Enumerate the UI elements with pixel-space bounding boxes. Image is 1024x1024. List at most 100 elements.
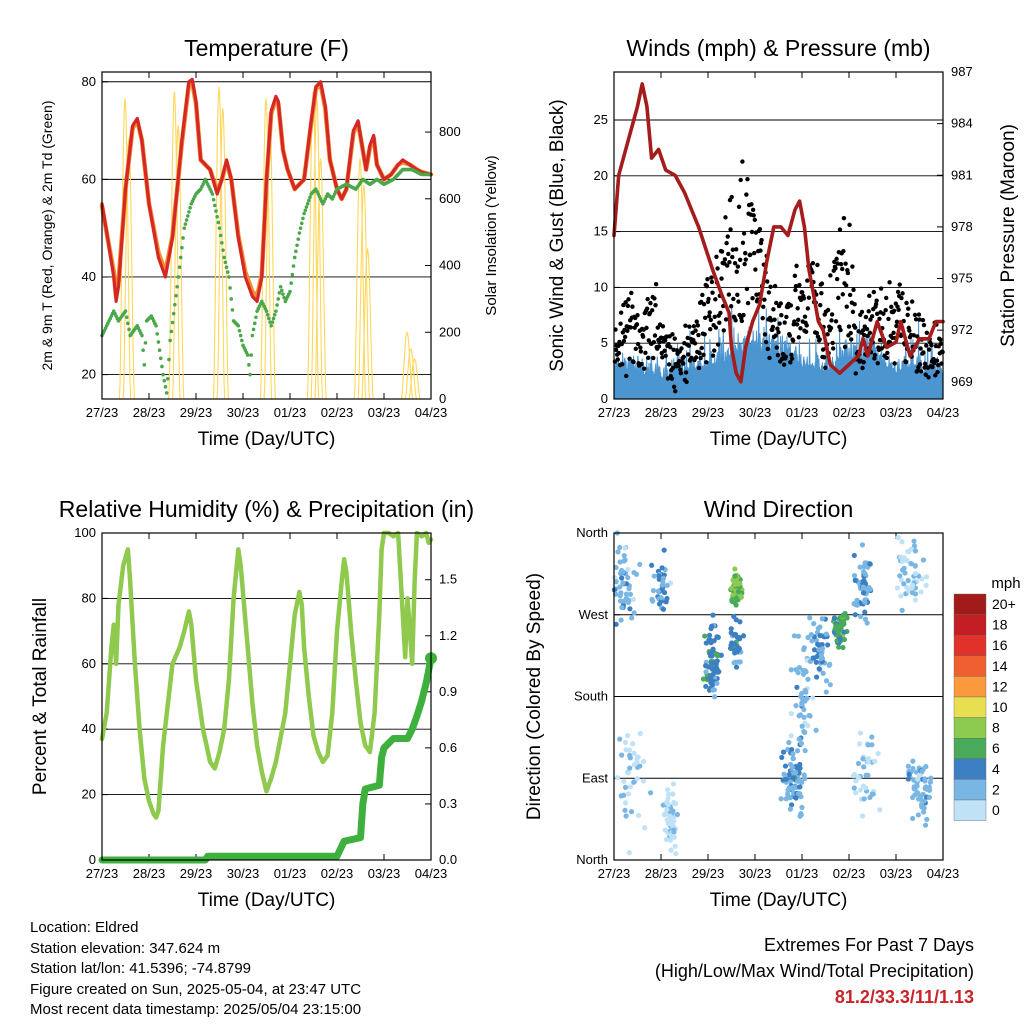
gust-point	[750, 207, 756, 212]
direction-point	[805, 676, 811, 682]
gust-point	[686, 352, 691, 357]
direction-point	[800, 671, 807, 677]
gust-point	[621, 338, 627, 344]
recent-data-text: Most recent data timestamp: 2025/05/04 2…	[30, 1001, 362, 1018]
direction-point	[922, 822, 929, 828]
direction-point	[622, 545, 628, 551]
direction-point	[640, 758, 647, 765]
gust-point	[891, 308, 897, 314]
direction-point	[738, 594, 744, 600]
dewpoint-point	[210, 192, 215, 196]
gust-point	[926, 347, 932, 352]
gust-point	[920, 317, 926, 323]
direction-point	[778, 796, 784, 802]
direction-point	[899, 539, 905, 545]
direction-point	[851, 552, 857, 559]
dewpoint-point	[141, 348, 145, 352]
direction-point	[823, 689, 829, 695]
direction-point	[910, 758, 916, 764]
solar-series	[168, 91, 181, 400]
dewpoint-point	[267, 316, 271, 321]
gust-point	[728, 304, 734, 309]
gust-point	[840, 292, 845, 297]
gust-point	[873, 301, 879, 307]
direction-point	[862, 609, 868, 615]
gust-point	[899, 295, 904, 301]
gust-point	[762, 332, 768, 337]
dewpoint-point	[271, 316, 276, 321]
direction-point	[788, 733, 794, 739]
chart-title: Relative Humidity (%) & Precipitation (i…	[59, 496, 474, 522]
dewpoint-point	[270, 320, 275, 324]
dewpoint-point	[163, 384, 168, 389]
direction-point	[659, 565, 665, 571]
direction-point	[799, 723, 805, 729]
dewpoint-point	[175, 284, 179, 289]
direction-point	[627, 606, 633, 612]
x-tick-label: 01/23	[786, 866, 819, 881]
gust-point	[642, 366, 647, 371]
direction-point	[869, 742, 875, 748]
direction-point	[660, 606, 667, 612]
plot-area	[612, 82, 945, 400]
y2-axis-label: Station Pressure (Maroon)	[998, 124, 1019, 347]
gust-point	[702, 332, 707, 337]
gust-point	[842, 344, 848, 350]
gust-point	[618, 321, 623, 326]
direction-point	[728, 630, 734, 636]
direction-point	[859, 542, 866, 548]
dewpoint-point	[164, 391, 169, 395]
y2-tick-label: 600	[439, 191, 461, 206]
direction-point	[818, 652, 824, 658]
gust-point	[752, 250, 757, 256]
gust-point	[680, 361, 686, 366]
dewpoint-point	[272, 313, 277, 317]
gust-point	[691, 324, 697, 329]
gust-point	[926, 375, 931, 380]
gust-point	[644, 325, 649, 331]
y-axis-label: Percent & Total Rainfall	[30, 598, 51, 795]
x-tick-label: 03/23	[880, 866, 913, 881]
direction-point	[665, 820, 672, 827]
dewpoint-point	[167, 357, 171, 362]
gust-point	[648, 300, 653, 306]
gust-point	[618, 310, 624, 315]
direction-point	[664, 582, 670, 589]
x-tick-label: 29/23	[180, 405, 213, 420]
direction-point	[663, 599, 669, 605]
direction-point	[801, 728, 807, 735]
direction-point	[666, 791, 672, 797]
x-tick-label: 29/23	[180, 866, 213, 881]
dewpoint-point	[276, 297, 281, 301]
direction-point	[912, 792, 918, 798]
direction-point	[631, 610, 637, 616]
gust-point	[701, 352, 706, 357]
gust-point	[860, 365, 865, 371]
gust-point	[721, 328, 726, 333]
gust-point	[713, 297, 718, 302]
gust-point	[745, 300, 751, 306]
gust-point	[832, 259, 837, 265]
gust-point	[669, 376, 675, 381]
solar-series	[408, 358, 421, 400]
direction-point	[637, 730, 643, 737]
direction-point	[840, 644, 846, 651]
y2-tick-label: 984	[951, 116, 973, 131]
gust-point	[671, 384, 677, 390]
gust-point	[794, 322, 800, 327]
gust-point	[635, 341, 641, 347]
dewpoint-point	[176, 275, 181, 279]
gust-point	[702, 315, 708, 321]
direction-point	[709, 680, 715, 686]
x-tick-label: 02/23	[833, 866, 866, 881]
direction-point	[810, 695, 816, 701]
gust-point	[741, 312, 746, 318]
gust-point	[917, 362, 923, 367]
direction-point	[618, 793, 624, 799]
y2-tick-label: 0.9	[439, 684, 457, 699]
direction-point	[803, 689, 809, 695]
gust-point	[640, 334, 646, 339]
direction-point	[867, 561, 873, 567]
direction-point	[613, 579, 619, 585]
dewpoint-point	[236, 323, 241, 328]
